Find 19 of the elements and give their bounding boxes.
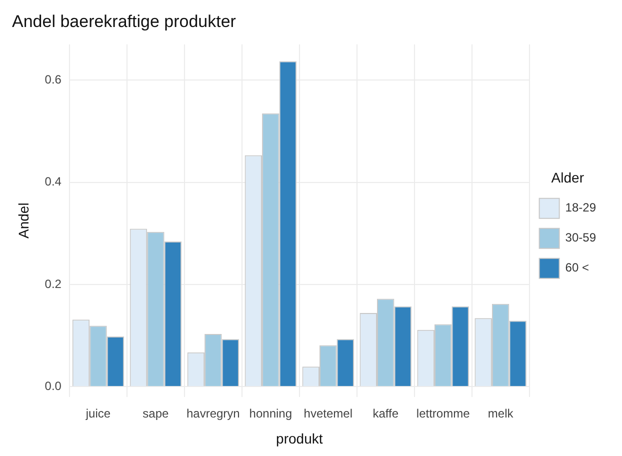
legend-title: Alder	[551, 169, 584, 186]
x-axis-title: produkt	[276, 430, 323, 446]
y-tick-label: 0.2	[44, 276, 62, 291]
legend-label: 18-29	[565, 200, 596, 215]
y-axis-title: Andel	[15, 202, 32, 239]
x-tick-label: kaffe	[372, 406, 399, 420]
y-tick-label: 0.6	[44, 72, 62, 86]
x-tick-label: havregryn	[186, 406, 240, 420]
legend-label: 30-59	[565, 230, 596, 245]
x-tick-label: lettromme	[416, 406, 470, 420]
y-tick-label: 0.4	[44, 174, 62, 189]
x-tick-label: melk	[488, 406, 514, 420]
x-tick-label: juice	[84, 406, 111, 420]
x-tick-label: honning	[249, 406, 292, 420]
legend-label: 60 <	[565, 260, 590, 275]
x-tick-label: hvetemel	[304, 406, 352, 420]
x-tick-label: sape	[142, 406, 170, 420]
y-tick-label: 0.0	[44, 378, 62, 393]
chart-title: Andel baerekraftige produkter	[12, 12, 236, 31]
